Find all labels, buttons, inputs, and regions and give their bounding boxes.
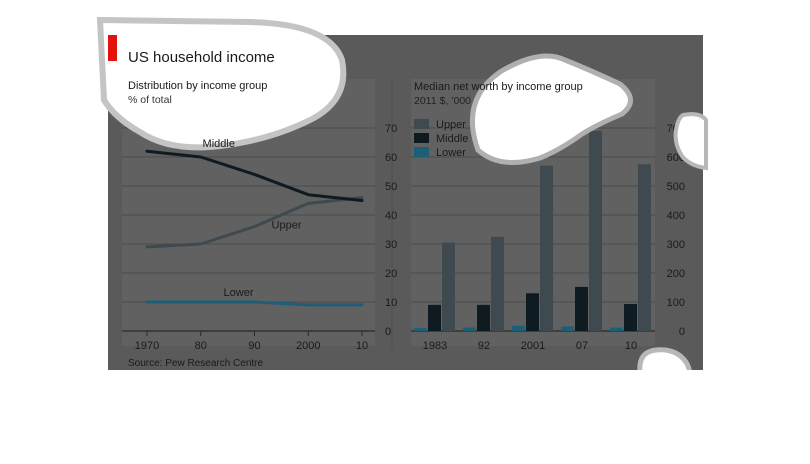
left-y-tick-label: 0 xyxy=(385,326,391,338)
bar-middle-92 xyxy=(477,304,490,331)
bar-lower-10 xyxy=(610,327,623,331)
legend-label-upper: Upper xyxy=(436,119,466,131)
bar-middle-07 xyxy=(575,286,588,331)
right-bar-series xyxy=(414,130,651,331)
left-axis-ticks: 0 10 20 30 40 50 60 70 1970 80 90 2000 10 xyxy=(135,123,397,352)
line-label-upper: Upper xyxy=(272,220,302,232)
bar-middle-1983 xyxy=(428,304,441,331)
bar-upper-10 xyxy=(638,164,651,331)
left-unit-label: % of total xyxy=(128,94,172,106)
right-y-tick-label: 0 xyxy=(679,326,685,338)
left-x-tick-label: 80 xyxy=(195,340,207,352)
bar-lower-1983 xyxy=(414,328,427,331)
bar-lower-2001 xyxy=(512,325,525,331)
left-y-tick-label: 10 xyxy=(385,297,397,309)
source-note: Source: Pew Research Centre xyxy=(128,358,264,369)
right-x-tick-label: 1983 xyxy=(423,340,447,352)
line-series-labels: Middle Upper Lower xyxy=(203,138,302,299)
line-series-lower xyxy=(145,300,364,307)
left-x-tick-label: 2000 xyxy=(296,340,320,352)
line-series-middle xyxy=(145,149,364,202)
right-x-tick-label: 07 xyxy=(576,340,588,352)
left-x-tick-label: 90 xyxy=(248,340,260,352)
right-x-tick-label: 92 xyxy=(478,340,490,352)
bar-upper-07 xyxy=(589,130,602,331)
bar-lower-92 xyxy=(463,327,476,331)
legend-swatch-upper xyxy=(414,119,429,129)
bar-upper-2001 xyxy=(540,165,553,331)
left-y-tick-label: 20 xyxy=(385,268,397,280)
brand-red-tab xyxy=(108,35,117,61)
right-y-tick-label: 300 xyxy=(667,239,685,251)
legend-swatch-lower xyxy=(414,147,429,157)
right-y-tick-label: 400 xyxy=(667,210,685,222)
bar-upper-1983 xyxy=(442,242,455,331)
bottom-page-area xyxy=(100,370,720,464)
chart-title: US household income xyxy=(128,49,275,66)
legend-swatch-middle xyxy=(414,133,429,143)
bar-legend: Upper Middle Lower xyxy=(414,119,468,159)
right-unit-label: 2011 $, ’000 xyxy=(414,95,471,107)
left-x-tick-label: 1970 xyxy=(135,340,159,352)
bar-middle-10 xyxy=(624,304,637,331)
bar-upper-92 xyxy=(491,236,504,331)
white-blob-topright xyxy=(469,53,633,165)
white-blob-topleft xyxy=(96,16,347,151)
left-y-tick-label: 60 xyxy=(385,152,397,164)
bar-middle-2001 xyxy=(526,293,539,331)
line-label-middle: Middle xyxy=(203,138,235,150)
legend-label-lower: Lower xyxy=(436,147,466,159)
left-y-tick-label: 40 xyxy=(385,210,397,222)
right-y-tick-label: 500 xyxy=(667,181,685,193)
left-y-tick-label: 30 xyxy=(385,239,397,251)
left-subtitle: Distribution by income group xyxy=(128,80,267,92)
right-x-tick-label: 2001 xyxy=(521,340,545,352)
right-subtitle: Median net worth by income group xyxy=(414,81,583,93)
right-x-tick-label: 10 xyxy=(625,340,637,352)
left-y-tick-label: 50 xyxy=(385,181,397,193)
white-blob-right xyxy=(673,112,708,171)
left-line-series xyxy=(145,149,364,307)
right-y-tick-label: 100 xyxy=(667,297,685,309)
right-y-tick-label: 200 xyxy=(667,268,685,280)
left-x-tick-label: 10 xyxy=(356,340,368,352)
line-label-lower: Lower xyxy=(224,287,254,299)
left-y-tick-label: 70 xyxy=(385,123,397,135)
line-series-upper xyxy=(145,196,364,249)
legend-label-middle: Middle xyxy=(436,133,468,145)
bar-lower-07 xyxy=(561,326,574,331)
